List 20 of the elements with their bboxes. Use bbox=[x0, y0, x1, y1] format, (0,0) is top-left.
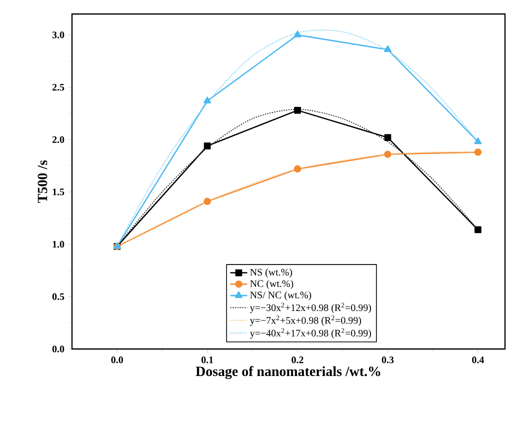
x-tick-label: 0.4 bbox=[472, 356, 484, 364]
legend-label: NS/ NC (wt.%) bbox=[250, 291, 312, 300]
y-tick-label: 2.0 bbox=[52, 136, 64, 144]
legend-label: y=−40x$^{2}$+17x+0.98 (R$^{2}$=0.99) bbox=[250, 328, 371, 339]
x-tick-label: 0.1 bbox=[201, 356, 214, 364]
legend-label: y=−7x$^{2}$+5x+0.98 (R$^{2}$=0.99) bbox=[250, 315, 362, 326]
legend-label: NC (wt.%) bbox=[250, 280, 294, 289]
y-tick-label: 1.5 bbox=[52, 188, 64, 196]
y-tick-label: 1.0 bbox=[52, 240, 64, 248]
y-tick-label: 0.5 bbox=[52, 293, 64, 300]
x-tick-label: 0.0 bbox=[111, 356, 123, 364]
legend-label: y=−30x$^{2}$+12x+0.98 (R$^{2}$=0.99) bbox=[250, 302, 371, 314]
x-tick-label: 0.2 bbox=[292, 356, 304, 364]
x-axis-title: Dosage of nanomaterials /wt.% bbox=[196, 366, 380, 380]
y-axis-title: T500 /s bbox=[38, 160, 48, 203]
legend-label: NS (wt.%) bbox=[250, 268, 292, 278]
y-tick-label: 3.0 bbox=[52, 32, 64, 38]
x-tick-label: 0.3 bbox=[382, 356, 394, 364]
y-tick-label: 0.0 bbox=[52, 346, 64, 352]
y-tick-label: 2.5 bbox=[52, 84, 64, 91]
